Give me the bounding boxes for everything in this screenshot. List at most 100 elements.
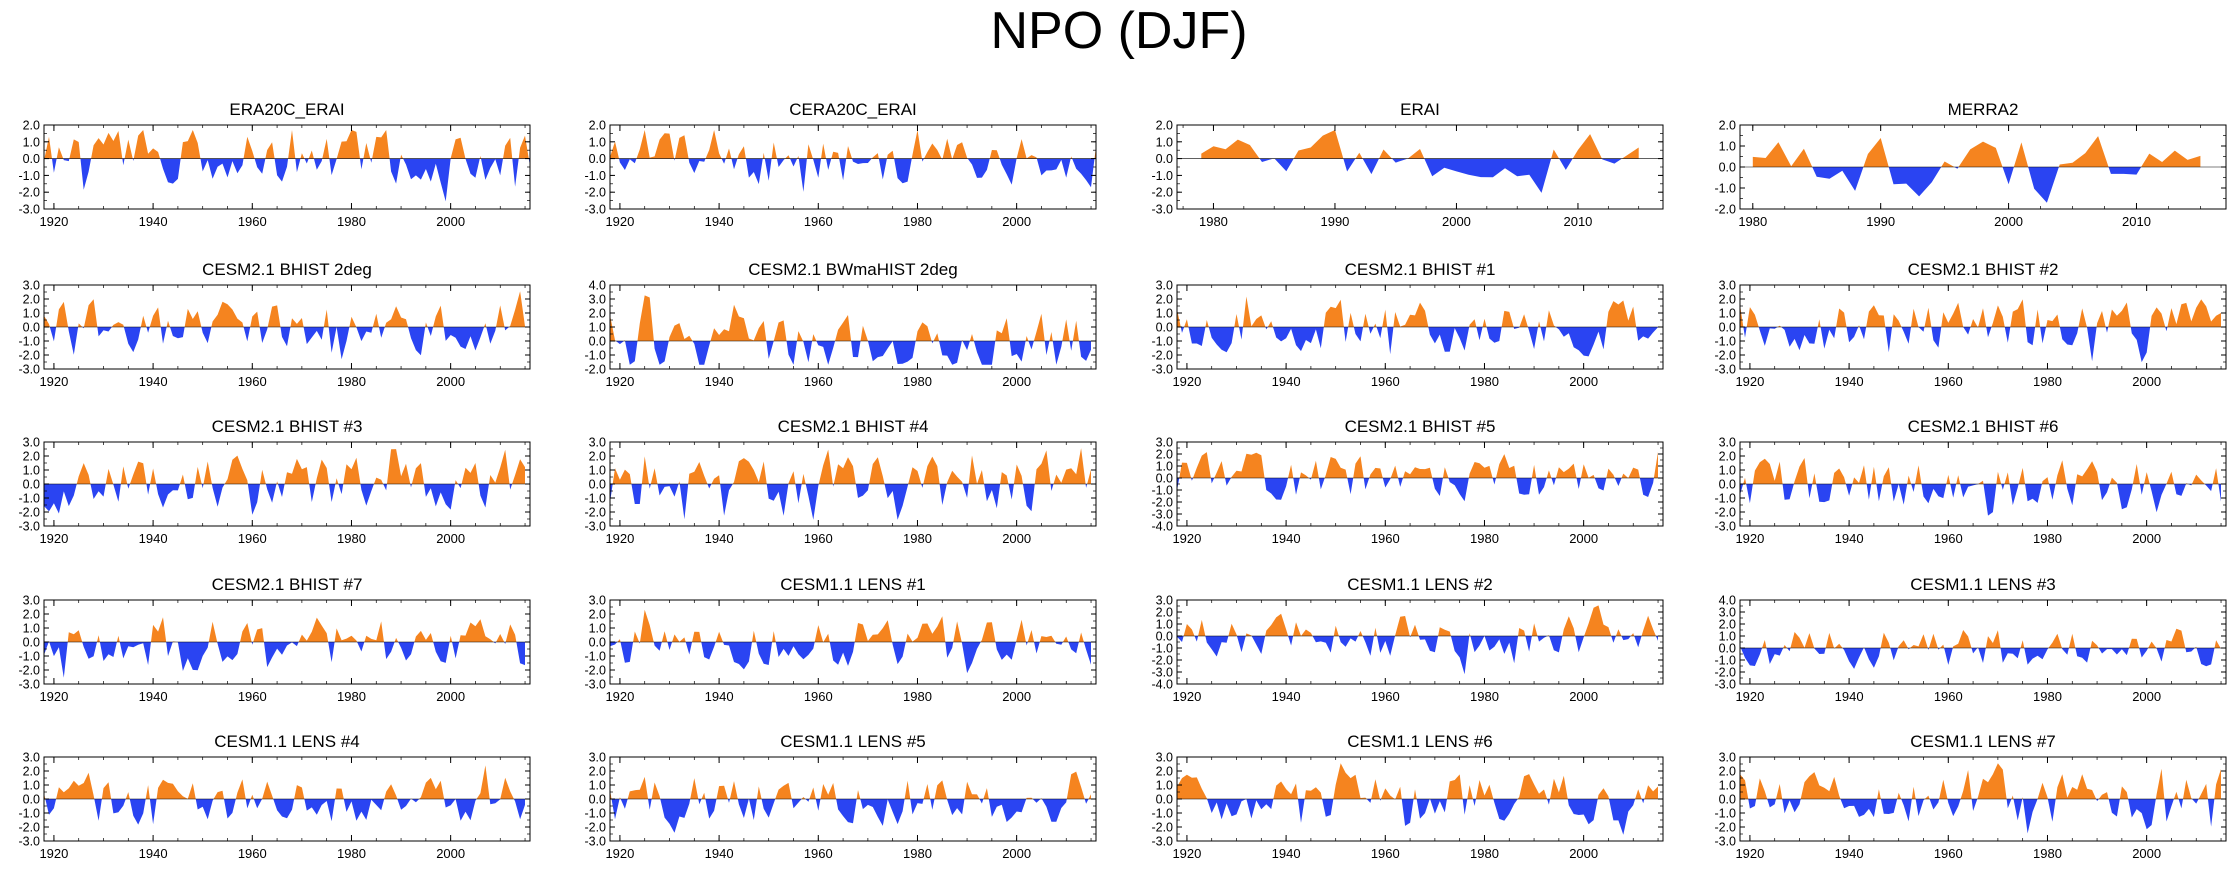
x-tick-label: 1920 [1172,531,1201,546]
x-tick-label: 1980 [903,214,932,229]
y-tick-label: 3.0 [589,594,606,608]
chart-title: CESM2.1 BHIST #7 [212,575,363,594]
x-tick-label: 1940 [1272,846,1301,861]
positive-area [44,291,525,327]
y-tick-label: 4.0 [1719,594,1736,608]
y-tick-label: 0.0 [1719,793,1736,807]
x-tick-label: 2000 [1002,214,1031,229]
y-tick-label: 2.0 [1156,765,1173,779]
y-tick-label: 1.0 [589,321,606,335]
y-tick-label: 1.0 [589,135,606,149]
y-tick-label: 3.0 [1719,436,1736,450]
chart-panel: CESM2.1 BHIST #2 3.02.01.00.0-1.0-2.0-3.0… [1714,260,2227,389]
chart-panel: CESM1.1 LENS #53.02.01.00.0-1.0-2.0-3.01… [584,732,1097,861]
x-tick-label: 1920 [605,374,634,389]
y-tick-label: -2.0 [1714,506,1736,520]
y-tick-label: 1.0 [23,779,40,793]
y-tick-label: 2.0 [1156,293,1173,307]
x-tick-label: 1960 [1371,689,1400,704]
y-tick-label: -1.0 [1714,654,1736,668]
x-tick-label: 1920 [605,846,634,861]
x-tick-label: 2000 [2132,374,2161,389]
y-tick-label: -3.0 [584,203,606,217]
positive-area [1752,136,2201,167]
y-tick-label: 2.0 [589,765,606,779]
y-tick-label: -1.0 [18,807,40,821]
y-tick-label: -2.0 [18,349,40,363]
y-tick-label: -1.0 [584,650,606,664]
y-tick-label: -3.0 [584,520,606,534]
x-tick-label: 1940 [139,531,168,546]
y-tick-label: -2.0 [1151,349,1173,363]
x-tick-label: 2000 [436,531,465,546]
y-tick-label: 2.0 [1719,765,1736,779]
y-tick-label: -3.0 [1714,678,1736,692]
y-tick-label: -3.0 [18,678,40,692]
y-tick-label: 3.0 [589,293,606,307]
y-tick-label: -2.0 [584,664,606,678]
x-tick-label: 2000 [2132,846,2161,861]
y-tick-label: -1.0 [18,335,40,349]
x-tick-label: 2000 [1002,531,1031,546]
y-tick-label: 2.0 [23,608,40,622]
chart-title: CESM2.1 BHIST #1 [1345,260,1496,279]
x-tick-label: 1920 [605,689,634,704]
x-tick-label: 1980 [337,531,366,546]
y-tick-label: 1.0 [1719,140,1736,154]
positive-area [1177,605,1658,636]
y-tick-label: 4.0 [589,279,606,293]
y-tick-label: 3.0 [589,751,606,765]
x-tick-label: 1960 [1934,531,1963,546]
chart-panel: CESM1.1 LENS #73.02.01.00.0-1.0-2.0-3.01… [1714,732,2227,861]
y-tick-label: 0.0 [589,478,606,492]
y-tick-label: -3.0 [1151,508,1173,522]
y-tick-label: 2.0 [23,765,40,779]
chart-title: CESM1.1 LENS #5 [780,732,926,751]
positive-area [610,130,1096,159]
chart-title: CESM2.1 BHIST #5 [1345,417,1496,436]
y-tick-label: 3.0 [1719,606,1736,620]
y-tick-label: -2.0 [1714,349,1736,363]
y-tick-label: -2.0 [18,506,40,520]
chart-title: CESM1.1 LENS #4 [214,732,360,751]
x-tick-label: 1960 [804,531,833,546]
y-tick-label: 1.0 [1156,779,1173,793]
y-tick-label: -3.0 [18,835,40,849]
x-tick-label: 2000 [436,214,465,229]
chart-panel: ERAI 2.0 1.0 0.0 -1.0 -2.0 -3.0 1980 1990 2000 201… [1151,100,1664,229]
chart-title: CESM2.1 BHIST #3 [212,417,363,436]
x-tick-label: 1940 [1835,846,1864,861]
y-tick-label: 0.0 [589,636,606,650]
y-tick-label: 0.0 [1156,472,1173,486]
y-tick-label: 2.0 [1156,119,1173,133]
positive-area [610,609,1091,642]
negative-area [1740,327,2221,363]
y-tick-label: 2.0 [23,450,40,464]
y-tick-label: -1.0 [1151,484,1173,498]
x-tick-label: 2000 [1569,846,1598,861]
y-tick-label: -3.0 [18,203,40,217]
y-tick-label: -2.0 [18,664,40,678]
y-tick-label: -1.0 [1151,807,1173,821]
x-tick-label: 2000 [436,374,465,389]
positive-area [1740,628,2221,648]
x-tick-label: 2000 [1002,846,1031,861]
y-tick-label: 1.0 [23,622,40,636]
x-tick-label: 1960 [238,214,267,229]
x-tick-label: 2000 [1002,689,1031,704]
x-tick-label: 1940 [1835,689,1864,704]
x-tick-label: 1960 [804,374,833,389]
positive-area [610,448,1091,484]
chart-panel: CESM1.1 LENS #63.02.01.00.0-1.0-2.0-3.01… [1151,732,1664,861]
y-tick-label: 2.0 [589,119,606,133]
chart-panel: CESM2.1 BWmaHIST 2deg 4.03.02.01.00.0-1.0… [584,260,1097,389]
negative-area [44,799,525,825]
y-tick-label: 3.0 [23,751,40,765]
x-tick-label: 1920 [605,531,634,546]
x-tick-label: 1920 [1735,689,1764,704]
y-tick-label: 0.0 [1719,642,1736,656]
y-tick-label: 0.0 [1719,478,1736,492]
y-tick-label: 2.0 [1156,448,1173,462]
